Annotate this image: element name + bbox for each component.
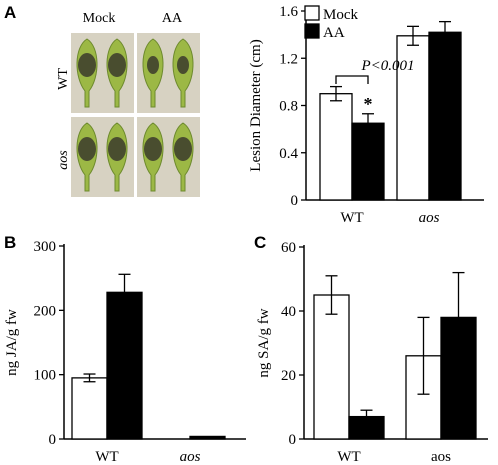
lesion-spot [174,137,192,161]
lesion-spot [108,137,126,161]
y-axis-label: Lesion Diameter (cm) [248,39,264,171]
bar-wt-0 [71,377,108,440]
bar-aos-0 [396,35,430,201]
legend-label: Mock [323,7,358,23]
lesion-spot [78,137,96,161]
p-value-annotation: P<0.001 [360,58,414,74]
lesion-spot [177,56,189,74]
bar-wt-1 [106,291,143,440]
x-tick-label-wt: WT [95,449,118,465]
lesion-spot [144,137,162,161]
lesion-spot [78,53,96,77]
photo-cells [71,33,200,197]
y-tick-label: 0 [291,193,299,209]
bar-aos-1 [189,435,226,440]
y-tick-label: 0.4 [279,146,298,162]
y-tick-label: 1.2 [279,51,298,67]
y-tick-label: 60 [281,240,296,256]
x-tick-label-aos: aos [180,449,201,465]
column-label-aa: AA [162,11,183,26]
bar-aos-1 [440,316,477,440]
x-tick-label-wt: WT [340,210,363,226]
y-axis-label: ng JA/g fw [4,309,20,376]
y-tick-label: 200 [34,303,57,319]
chart-sa-levels: 0 20 40 60 ng SA/g fw WT aos [256,240,488,465]
panel-letter-a: A [4,3,17,22]
legend-label: AA [323,25,345,41]
legend-swatch [304,5,320,21]
lesion-spot [147,56,159,74]
column-label-mock: Mock [83,11,116,26]
y-axis-label: ng SA/g fw [256,308,272,377]
y-tick-label: 300 [34,239,57,255]
y-tick-label: 1.6 [279,4,298,20]
chart-ja-levels: 0 100 200 300 ng JA/g fw WT aos [4,239,246,465]
x-tick-label-aos: aos [419,210,440,226]
y-tick-label: 0 [49,432,57,448]
y-tick-label: 100 [34,368,57,384]
row-label-wt: WT [56,68,71,90]
y-tick-label: 20 [281,368,296,384]
panel-letter-c: C [254,233,267,252]
bar-aos-1 [428,31,462,201]
row-label-aos: aos [56,150,71,170]
legend-swatch [304,23,320,39]
x-tick-label-aos: aos [431,449,451,465]
significance-bracket [335,75,369,84]
lesion-spot [108,53,126,77]
leaf-photo-grid: Mock AA WT aos [0,0,210,200]
significance-star: * [364,94,373,114]
chart-lesion-diameter: 0 0.4 0.8 1.2 1.6 Lesion Diameter (cm) WT aos Mo… [248,4,484,226]
y-tick-label: 0.8 [279,99,298,115]
photo-grid-canvas: Mock AA WT aos [56,11,200,197]
bar-wt-0 [313,294,350,440]
x-tick-label-wt: WT [337,449,360,465]
panel-letter-b: B [4,233,17,252]
y-tick-label: 0 [289,432,297,448]
bar-wt-1 [351,122,385,201]
bar-wt-1 [348,415,385,440]
y-tick-label: 40 [281,304,296,320]
bar-wt-0 [319,93,353,201]
